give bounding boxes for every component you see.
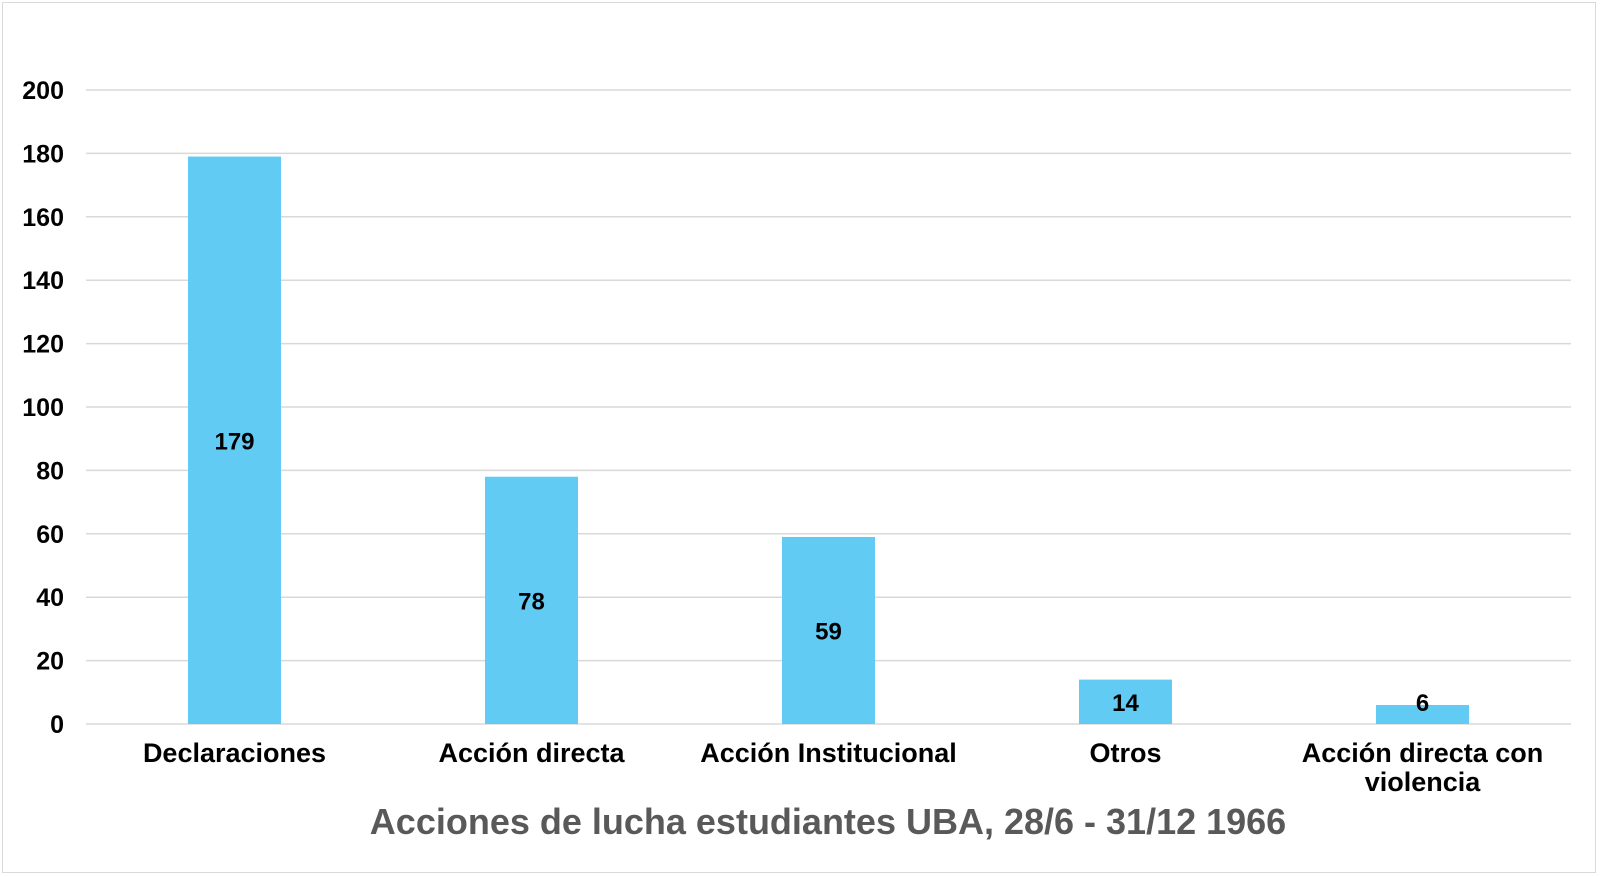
bars — [188, 156, 1469, 724]
data-label: 6 — [1416, 690, 1429, 717]
x-category-label: Otros — [1089, 738, 1161, 768]
y-tick-label: 20 — [36, 648, 64, 676]
gridlines — [86, 89, 1571, 725]
bar — [1376, 704, 1469, 724]
data-labels: 179 78 59 14 6 — [214, 428, 1429, 717]
bar — [1079, 679, 1172, 724]
y-tick-label: 0 — [50, 711, 64, 739]
bar — [782, 536, 875, 724]
y-tick-label: 200 — [22, 77, 64, 105]
x-category-label: Acción directa con violencia — [1302, 738, 1544, 797]
bar — [188, 156, 281, 724]
data-label: 59 — [815, 618, 842, 645]
y-tick-label: 160 — [22, 204, 64, 232]
y-tick-label: 100 — [22, 394, 64, 422]
y-tick-label: 60 — [36, 521, 64, 549]
y-axis-ticks: 0 20 40 60 80 100 120 140 160 180 200 — [22, 77, 64, 739]
bar — [485, 476, 578, 724]
y-tick-label: 140 — [22, 267, 64, 295]
x-axis-categories: Declaraciones Acción directa Acción Instit… — [143, 738, 1543, 797]
x-category-label: Acción directa — [438, 738, 625, 768]
y-tick-label: 180 — [22, 140, 64, 168]
x-category-label: Acción Institucional — [700, 738, 957, 768]
data-label: 179 — [214, 428, 254, 455]
data-label: 78 — [518, 588, 545, 615]
y-tick-label: 80 — [36, 457, 64, 485]
x-category-label: Declaraciones — [143, 738, 326, 768]
y-tick-label: 120 — [22, 331, 64, 359]
chart-title: Acciones de lucha estudiantes UBA, 28/6 … — [370, 801, 1286, 842]
y-tick-label: 40 — [36, 584, 64, 612]
data-label: 14 — [1112, 690, 1139, 717]
